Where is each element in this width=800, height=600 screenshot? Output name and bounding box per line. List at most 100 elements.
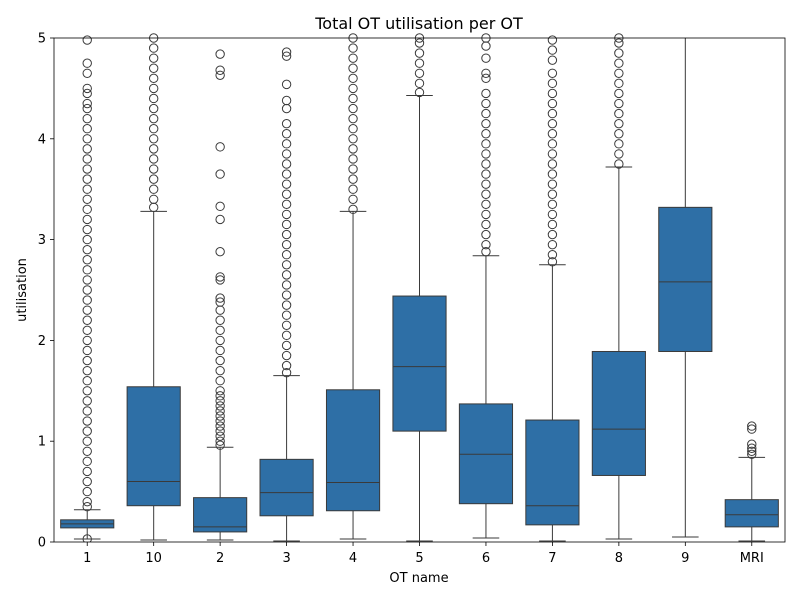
outlier-point bbox=[82, 124, 92, 134]
outlier-point bbox=[481, 73, 491, 84]
outlier-point bbox=[481, 139, 491, 149]
x-tick-label: 10 bbox=[145, 551, 162, 566]
outlier-point bbox=[82, 466, 92, 477]
outlier-point bbox=[614, 68, 624, 78]
outlier-point bbox=[547, 159, 558, 169]
outlier-point bbox=[481, 239, 491, 250]
outlier-point bbox=[481, 68, 491, 78]
outlier-point bbox=[82, 406, 92, 416]
x-tick-label: 8 bbox=[615, 551, 623, 566]
outlier-point bbox=[82, 204, 92, 215]
outlier-point bbox=[82, 396, 92, 406]
outlier-point bbox=[82, 234, 92, 245]
outlier-point bbox=[148, 134, 159, 144]
outlier-point bbox=[82, 58, 92, 68]
outlier-point bbox=[281, 320, 292, 330]
outlier-point bbox=[215, 396, 225, 406]
outlier-point bbox=[547, 78, 558, 89]
x-tick-label: 2 bbox=[216, 551, 224, 566]
outlier-point bbox=[348, 103, 358, 114]
outlier-point bbox=[348, 73, 358, 84]
plot-area: 1 10 2 3 4 5 6 7 8 9 MRI 0 1 2 3 4 5 bbox=[38, 32, 786, 566]
outlier-point bbox=[281, 340, 292, 351]
plot-frame bbox=[53, 37, 786, 543]
outlier-point bbox=[281, 367, 292, 378]
outlier-point bbox=[82, 285, 92, 295]
outlier-point bbox=[82, 83, 92, 94]
outlier-point bbox=[547, 257, 558, 267]
outlier-point bbox=[82, 184, 92, 194]
outlier-point bbox=[414, 38, 425, 48]
outlier-point bbox=[215, 431, 225, 441]
outlier-point bbox=[82, 98, 92, 109]
outlier-group bbox=[481, 33, 491, 257]
outlier-point bbox=[215, 411, 225, 421]
outlier-point bbox=[148, 113, 159, 124]
outlier-point bbox=[348, 184, 358, 194]
outlier-point bbox=[215, 169, 225, 179]
outlier-point bbox=[614, 88, 624, 99]
outlier-point bbox=[148, 194, 159, 204]
outlier-point bbox=[281, 95, 292, 106]
outlier-point bbox=[547, 129, 558, 139]
outlier-point bbox=[215, 335, 225, 346]
outlier-point bbox=[614, 48, 624, 58]
outlier-point bbox=[215, 421, 225, 431]
x-tick-label: 5 bbox=[415, 551, 423, 566]
outlier-point bbox=[148, 83, 159, 94]
outlier-point bbox=[547, 139, 558, 149]
outlier-point bbox=[82, 476, 92, 487]
outlier-point bbox=[82, 275, 92, 285]
box-iqr bbox=[591, 350, 646, 476]
outlier-point bbox=[215, 272, 225, 282]
outlier-point bbox=[348, 154, 358, 164]
outlier-point bbox=[82, 194, 92, 204]
outlier-point bbox=[348, 204, 358, 215]
outlier-point bbox=[82, 345, 92, 356]
outlier-point bbox=[614, 98, 624, 109]
outlier-point bbox=[82, 35, 92, 45]
y-axis-label: utilisation bbox=[15, 258, 30, 322]
outlier-point bbox=[348, 174, 358, 184]
box-iqr bbox=[458, 403, 514, 505]
outlier-point bbox=[614, 159, 624, 169]
outlier-point bbox=[547, 179, 558, 189]
outlier-point bbox=[614, 58, 624, 68]
outlier-point bbox=[481, 229, 491, 240]
outlier-point bbox=[82, 446, 92, 456]
outlier-point bbox=[82, 436, 92, 446]
outlier-point bbox=[348, 164, 358, 174]
outlier-point bbox=[547, 98, 558, 109]
x-tick-label: 6 bbox=[482, 551, 490, 566]
outlier-point bbox=[547, 35, 558, 45]
outlier-point bbox=[281, 229, 292, 240]
outlier-point bbox=[82, 224, 92, 235]
outlier-point bbox=[481, 108, 491, 119]
y-tick-label: 0 bbox=[38, 536, 46, 551]
outlier-point bbox=[614, 108, 624, 119]
outlier-point bbox=[547, 55, 558, 65]
outlier-point bbox=[281, 219, 292, 230]
outlier-point bbox=[148, 174, 159, 184]
y-tick-label: 2 bbox=[38, 334, 46, 349]
outlier-point bbox=[281, 169, 292, 179]
outlier-point bbox=[348, 83, 358, 94]
outlier-point bbox=[747, 443, 757, 453]
outlier-point bbox=[82, 376, 92, 386]
outlier-point bbox=[215, 315, 225, 325]
outlier-point bbox=[348, 194, 358, 204]
outlier-point bbox=[348, 63, 358, 73]
outlier-point bbox=[82, 315, 92, 325]
outlier-point bbox=[148, 184, 159, 194]
outlier-point bbox=[547, 108, 558, 119]
outlier-point bbox=[148, 43, 159, 53]
outlier-point bbox=[481, 209, 491, 220]
outlier-point bbox=[82, 386, 92, 396]
outlier-point bbox=[82, 496, 92, 507]
outlier-point bbox=[481, 189, 491, 199]
outlier-group bbox=[348, 33, 358, 215]
outlier-point bbox=[414, 48, 425, 58]
outlier-point bbox=[281, 360, 292, 371]
box-iqr bbox=[724, 499, 779, 528]
